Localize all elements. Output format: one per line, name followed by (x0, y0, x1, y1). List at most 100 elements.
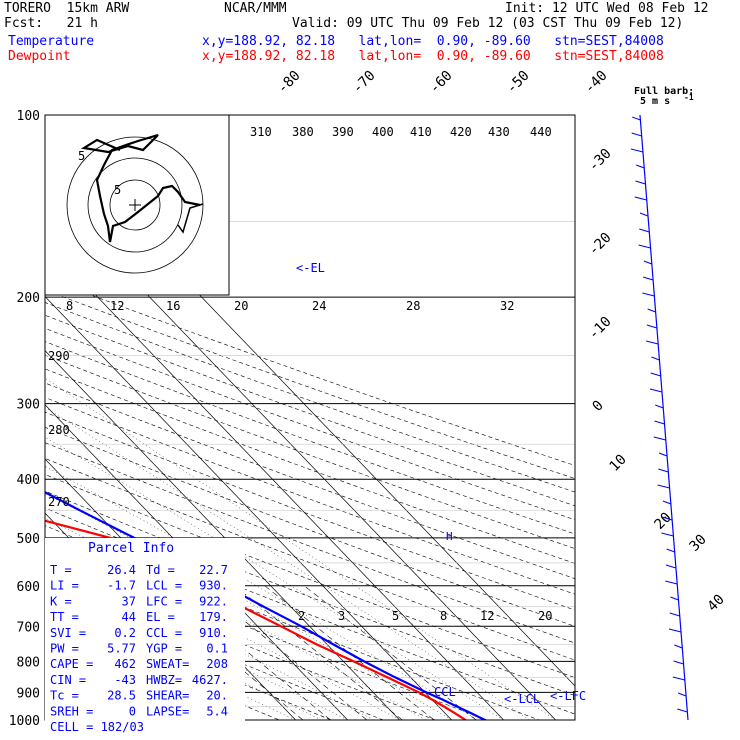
dry-adiabat (45, 442, 575, 644)
parcel-info-key: T = (50, 563, 72, 577)
isotherm-line (45, 295, 452, 720)
h-annotation: H (446, 530, 453, 543)
model-title: TORERO 15km ARW (4, 1, 130, 16)
wind-barb (655, 404, 664, 409)
parcel-info-value: 44 (122, 610, 136, 624)
theta-label: 440 (530, 125, 552, 139)
forecast-hour: Fcst: 21 h (4, 16, 98, 31)
hodograph-ring (87, 157, 183, 253)
parcel-info-key: PW = (50, 642, 79, 656)
isotherm-line (45, 350, 400, 720)
barb-legend-units: 5 m s (640, 96, 670, 107)
wind-barb (636, 164, 645, 169)
parcel-info-key: HWBZ= (146, 673, 182, 687)
isotherm-label: -10 (586, 314, 615, 343)
wind-barb (669, 612, 680, 617)
wind-barb (674, 644, 683, 649)
parcel-info-value: 22.7 (199, 563, 228, 577)
dry-adiabat (45, 341, 575, 535)
wind-barb (666, 548, 675, 553)
wind-barb (661, 532, 674, 537)
temperature-legend: Temperature (8, 34, 95, 49)
isotherm-label: -30 (586, 146, 615, 175)
pressure-tick-label: 100 (17, 109, 40, 124)
parcel-info-value: 0 (129, 704, 136, 718)
wind-barb (649, 388, 663, 393)
wind-barb (658, 452, 668, 457)
mixing-ratio-line (201, 585, 368, 720)
wind-barb (647, 308, 656, 313)
wind-barb (677, 708, 688, 713)
dewpoint-location: x,y=188.92, 82.18 lat,lon= 0.90, -89.60 … (202, 49, 664, 64)
wind-barb (630, 148, 644, 153)
isotherm-label: -20 (586, 230, 615, 259)
dewpoint-profile-line (45, 519, 467, 720)
parcel-info-key: Td = (146, 563, 175, 577)
mixing-ratio-line (234, 585, 403, 720)
wind-barb-column (630, 114, 689, 721)
isotherm-line (45, 241, 504, 720)
wind-barb (665, 580, 678, 585)
parcel-info-value: 462 (114, 657, 136, 671)
parcel-info-key: YGP = (146, 642, 182, 656)
hodograph-trace (177, 203, 204, 234)
wind-barb (658, 468, 669, 473)
isotherm-label: -80 (275, 68, 304, 97)
mixing-ratio-label: 8 (440, 609, 447, 623)
pressure-tick-label: 500 (17, 532, 40, 547)
dry-adiabat (45, 277, 575, 466)
hodograph-speed-label: 24 (312, 299, 326, 313)
mixing-ratio-label: 5 (392, 609, 399, 623)
parcel-info-value: -43 (114, 673, 136, 687)
parcel-info-key: SWEAT= (146, 657, 189, 671)
isotherm-label: -60 (427, 68, 456, 97)
parcel-info-value: 930. (199, 579, 228, 593)
parcel-info-key: SVI = (50, 626, 86, 640)
hodograph-ring-label: 5 (114, 183, 121, 197)
mixing-ratio-line (304, 585, 477, 720)
barb-legend-exponent: -1 (684, 93, 694, 102)
dry-adiabat (45, 458, 575, 661)
parcel-info-value: 910. (199, 626, 228, 640)
parcel-info-key: CAPE = (50, 657, 93, 671)
wind-barb (651, 356, 660, 361)
mixing-ratio-line (264, 585, 435, 720)
hodograph-speed-label: 20 (234, 299, 248, 313)
hodograph-speed-label: 12 (110, 299, 124, 313)
parcel-info-value: 37 (122, 594, 136, 608)
moist-adiabat (45, 377, 556, 720)
barb-legend-label: Full barb: (634, 86, 694, 97)
theta-label: 290 (48, 349, 70, 363)
parcel-info-background (45, 538, 245, 724)
parcel-info-key: K = (50, 594, 72, 608)
parcel-info-value: 28.5 (107, 689, 136, 703)
wind-barb (661, 516, 673, 521)
dry-adiabat (45, 302, 575, 493)
pressure-tick-label: 800 (17, 655, 40, 670)
hodograph-ring-label: 5 (78, 149, 85, 163)
valid-time: Valid: 09 UTC Thu 09 Feb 12 (03 CST Thu … (292, 16, 684, 31)
parcel-info-key: SHEAR= (146, 689, 189, 703)
lcl-annotation: <-LCL (504, 692, 540, 706)
wind-barb (657, 484, 670, 489)
wind-barb (638, 244, 651, 249)
hodograph-speed-label: 16 (166, 299, 180, 313)
parcel-info-value: -1.7 (107, 579, 136, 593)
pressure-tick-label: 700 (17, 620, 40, 635)
mixing-ratio-label: 12 (480, 609, 494, 623)
hodograph-speed-label: 8 (66, 299, 73, 313)
isotherm-label: 0 (590, 398, 607, 415)
pressure-tick-label: 1000 (9, 714, 40, 729)
mixing-ratio-label: 3 (338, 609, 345, 623)
isotherm-label: 30 (687, 532, 710, 555)
isotherm-label: -50 (504, 68, 533, 97)
dry-adiabat (45, 600, 333, 720)
parcel-info-value: 0.2 (114, 626, 136, 640)
theta-label: 380 (292, 125, 314, 139)
temperature-location: x,y=188.92, 82.18 lat,lon= 0.90, -89.60 … (202, 34, 664, 49)
wind-barb (643, 260, 652, 265)
parcel-info-value: 179. (199, 610, 228, 624)
moist-adiabat (45, 518, 426, 720)
theta-label: 310 (250, 125, 272, 139)
wind-barb (650, 372, 661, 377)
